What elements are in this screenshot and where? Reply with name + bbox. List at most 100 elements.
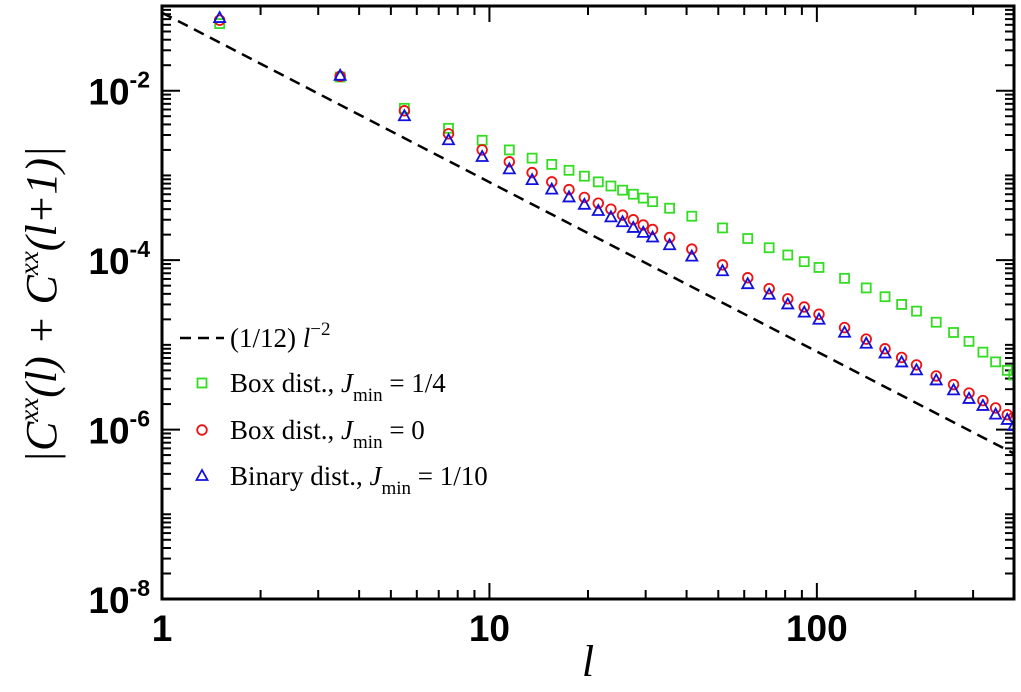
data-point [879, 291, 891, 303]
data-point [526, 152, 538, 164]
data-point [563, 183, 575, 196]
data-point [662, 237, 677, 251]
data-point [910, 359, 923, 371]
data-point [963, 335, 975, 347]
data-point [605, 203, 617, 215]
data-point [895, 351, 908, 364]
data-point [1000, 412, 1014, 425]
x-tick-label: 1 [152, 608, 173, 649]
data-point [626, 220, 641, 233]
data-point [502, 161, 517, 175]
data-point [742, 272, 754, 284]
data-point [948, 327, 959, 338]
legend-item: Box dist., Jmin = 1/4 [196, 368, 446, 406]
axis-ticks [161, 6, 1015, 600]
data-point [839, 272, 850, 284]
data-point [591, 203, 606, 216]
tick-labels: 1 10 100 10-2 10-4 10-6 10-8 [88, 67, 847, 649]
data-point [578, 191, 591, 204]
data-point [811, 311, 827, 325]
data-point [592, 197, 604, 209]
data-point [762, 286, 777, 300]
data-point [544, 181, 559, 195]
data-point [663, 231, 676, 244]
legend-label: Binary dist., Jmin = 1/10 [230, 461, 488, 499]
data-point [503, 156, 516, 168]
data-point [605, 180, 617, 192]
data-point [715, 263, 730, 277]
legend-label: Box dist., Jmin = 1/4 [230, 368, 446, 406]
legend-item: Binary dist., Jmin = 1/10 [194, 461, 488, 499]
x-tick-label: 100 [786, 608, 848, 649]
x-tick-label: 10 [469, 608, 510, 649]
data-point [442, 128, 455, 140]
data-point [838, 321, 851, 334]
data-point [578, 170, 590, 182]
data-point [961, 391, 977, 404]
legend-item: Box dist., Jmin = 0 [196, 415, 425, 453]
data-point [637, 219, 649, 231]
data-series [212, 10, 1014, 431]
data-point [686, 210, 698, 222]
data-point [977, 394, 989, 407]
data-point [577, 196, 592, 210]
data-point [441, 132, 456, 146]
series-2 [212, 10, 1014, 431]
data-point [664, 202, 675, 214]
data-point [860, 333, 872, 345]
data-point [740, 276, 755, 290]
data-point [894, 354, 909, 368]
data-point [397, 108, 412, 122]
reference-line [162, 11, 1014, 455]
data-point [503, 144, 515, 156]
data-point [860, 282, 872, 294]
data-point [878, 345, 893, 359]
y-tick-label: 10-6 [88, 406, 150, 452]
series-1 [213, 14, 1014, 423]
data-point [930, 370, 942, 382]
legend-square-symbol [196, 377, 208, 389]
data-point [212, 10, 227, 23]
data-point [627, 214, 639, 226]
data-point [646, 223, 659, 236]
data-point [546, 158, 558, 170]
legend-circle-symbol [196, 424, 208, 436]
data-point [763, 242, 775, 254]
data-point [990, 356, 1002, 368]
data-point [813, 262, 825, 273]
data-point [525, 172, 540, 186]
data-point [879, 343, 891, 355]
data-point [615, 214, 630, 228]
data-point [684, 248, 699, 262]
data-point [780, 296, 795, 310]
data-point [977, 346, 989, 358]
data-point [909, 362, 924, 376]
data-point [333, 67, 348, 81]
plot-frame [160, 4, 1016, 601]
data-point [716, 259, 729, 271]
data-point [717, 222, 728, 234]
legend-item: (1/12) l−2 [180, 319, 330, 353]
x-axis-title: l [582, 637, 594, 686]
legend: (1/12) l−2 Box dist., Jmin = 1/4 Box dist.… [180, 319, 488, 499]
reference-line-path [162, 11, 1014, 455]
y-tick-label: 10-4 [88, 236, 150, 282]
data-point [930, 316, 942, 328]
data-point [616, 209, 629, 221]
data-point [645, 229, 660, 243]
data-point [627, 188, 639, 200]
data-point [911, 305, 922, 317]
data-point [636, 224, 651, 238]
data-point [963, 387, 975, 399]
data-point [563, 164, 575, 176]
data-point [647, 196, 658, 208]
data-point [603, 209, 618, 223]
legend-triangle-symbol [194, 468, 210, 481]
data-point [837, 324, 852, 338]
data-point [742, 233, 754, 244]
data-point [798, 301, 810, 313]
data-point [989, 402, 1002, 414]
data-point [782, 249, 794, 261]
data-point [946, 382, 961, 396]
